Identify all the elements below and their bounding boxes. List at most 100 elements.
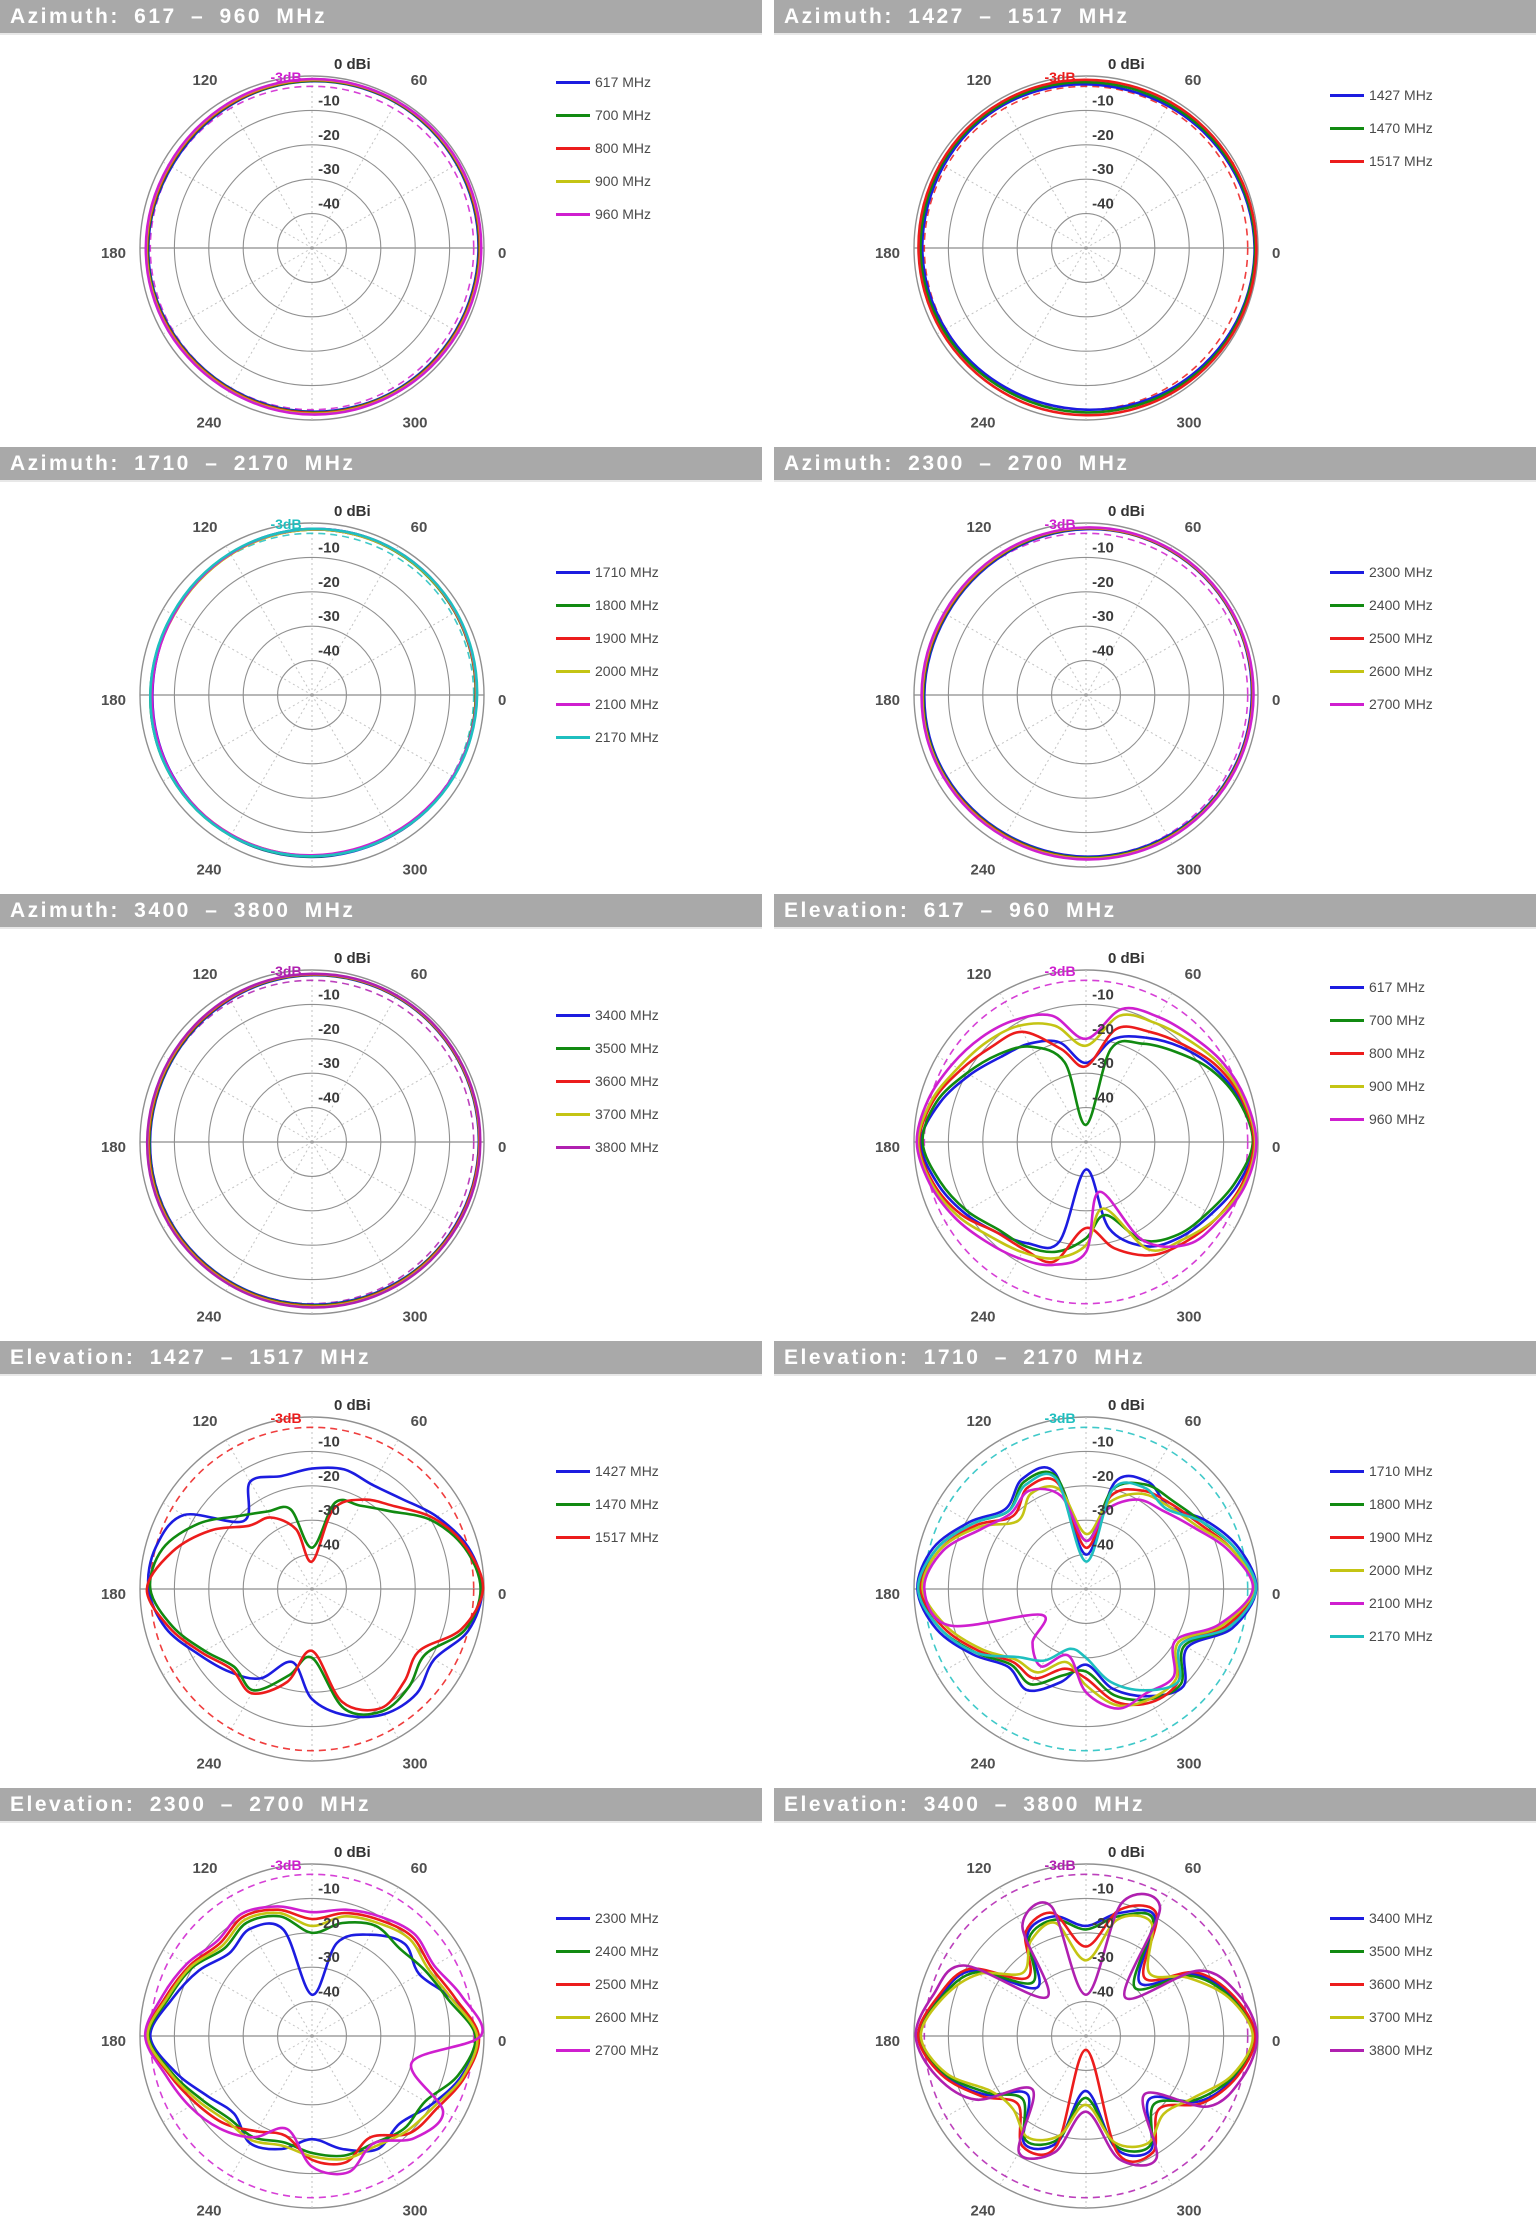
legend-label: 2700 MHz — [1369, 696, 1433, 712]
legend-entry: 2300 MHz — [556, 1908, 746, 1928]
angle-label-300: 300 — [1176, 2203, 1201, 2220]
angle-label-240: 240 — [970, 1309, 995, 1326]
angle-label-120: 120 — [192, 72, 217, 89]
legend-color-swatch — [556, 80, 590, 84]
label-ring--10: -10 — [318, 986, 340, 1003]
legend-label: 3500 MHz — [1369, 1943, 1433, 1959]
legend-entry: 900 MHz — [556, 171, 746, 191]
panel-header-bar: Elevation: 2300 – 2700 MHz — [0, 1788, 762, 1823]
label-0dbi: 0 dBi — [334, 1844, 371, 1861]
series-curve-1427-mhz — [146, 1466, 484, 1719]
series-curve-1900-mhz — [919, 1477, 1256, 1707]
panel-header-bar: Azimuth: 2300 – 2700 MHz — [774, 447, 1536, 482]
legend-label: 2400 MHz — [595, 1943, 659, 1959]
angle-label-0: 0 — [498, 692, 506, 709]
radial-spokes — [162, 76, 462, 420]
legend-color-swatch — [556, 1916, 590, 1920]
label-minus3db: -3dB — [1044, 69, 1075, 85]
angle-label-180: 180 — [101, 2033, 126, 2050]
legend-label: 2170 MHz — [595, 729, 659, 745]
label-ring--30: -30 — [318, 1949, 340, 1966]
polar-chart: 0 dBi -10 -20 -30 -40 -3dB 0 60 120 180 240 300 — [875, 503, 1280, 879]
panel-header-bar: Azimuth: 1427 – 1517 MHz — [774, 0, 1536, 35]
polar-chart: 0 dBi -10 -20 -30 -40 -3dB 0 60 120 180 240 300 — [875, 1397, 1280, 1773]
legend-entry: 3700 MHz — [1330, 2007, 1520, 2027]
db-scale-labels: 0 dBi -10 -20 -30 -40 — [318, 1844, 371, 2001]
angle-label-0: 0 — [1272, 1139, 1280, 1156]
label-ring--10: -10 — [318, 539, 340, 556]
series-curve-3500-mhz — [918, 1911, 1256, 2153]
label-minus3db: -3dB — [270, 69, 301, 85]
panel-plot-area: 0 dBi -10 -20 -30 -40 -3dB 0 60 120 180 240 300 340… — [0, 929, 762, 1341]
legend-entry: 3500 MHz — [556, 1038, 746, 1058]
legend-label: 617 MHz — [1369, 979, 1426, 995]
angle-label-0: 0 — [498, 245, 506, 262]
legend-label: 2400 MHz — [1369, 597, 1433, 613]
label-0dbi: 0 dBi — [1108, 950, 1145, 967]
legend-label: 3800 MHz — [595, 1139, 659, 1155]
angle-label-0: 0 — [498, 1139, 506, 1156]
chart-legend: 1710 MHz 1800 MHz 1900 MHz 2000 MHz 2100 MHz… — [1330, 1461, 1520, 1659]
label-ring--40: -40 — [1092, 196, 1114, 213]
angle-label-180: 180 — [875, 245, 900, 262]
pattern-panel-7: Elevation: 1710 – 2170 MHz 0 dBi -10 -20 -3… — [774, 1341, 1536, 1788]
angle-label-180: 180 — [101, 1139, 126, 1156]
chart-legend: 3400 MHz 3500 MHz 3600 MHz 3700 MHz 3800 MHz — [556, 1005, 746, 1170]
chart-legend: 617 MHz 700 MHz 800 MHz 900 MHz 960 MHz — [556, 72, 746, 237]
series-curve-2700-mhz — [143, 1905, 484, 2176]
angle-label-60: 60 — [411, 519, 428, 536]
angle-label-0: 0 — [1272, 2033, 1280, 2050]
panel-title: Elevation: 1710 – 2170 MHz — [784, 1345, 1145, 1369]
label-ring--30: -30 — [318, 161, 340, 178]
label-ring--20: -20 — [1092, 1468, 1114, 1485]
legend-entry: 3600 MHz — [556, 1071, 746, 1091]
angle-labels: 0 60 120 180 240 300 — [875, 72, 1280, 432]
angle-label-60: 60 — [411, 72, 428, 89]
legend-color-swatch — [1330, 1117, 1364, 1121]
angle-label-240: 240 — [196, 1309, 221, 1326]
angle-label-120: 120 — [192, 1860, 217, 1877]
legend-color-swatch — [1330, 2015, 1364, 2019]
pattern-panel-0: Azimuth: 617 – 960 MHz 0 dBi -10 -20 -30 -40… — [0, 0, 762, 447]
legend-entry: 900 MHz — [1330, 1076, 1520, 1096]
panel-plot-area: 0 dBi -10 -20 -30 -40 -3dB 0 60 120 180 240 300 171… — [0, 482, 762, 894]
legend-color-swatch — [1330, 1502, 1364, 1506]
angle-label-180: 180 — [101, 1586, 126, 1603]
panel-plot-area: 0 dBi -10 -20 -30 -40 -3dB 0 60 120 180 240 300 617… — [0, 35, 762, 447]
legend-color-swatch — [1330, 702, 1364, 706]
legend-entry: 3800 MHz — [556, 1137, 746, 1157]
angle-label-60: 60 — [411, 966, 428, 983]
panel-header-bar: Azimuth: 3400 – 3800 MHz — [0, 894, 762, 929]
angle-label-120: 120 — [192, 966, 217, 983]
angle-labels: 0 60 120 180 240 300 — [101, 1860, 506, 2220]
db-scale-labels: 0 dBi -10 -20 -30 -40 — [1092, 503, 1145, 660]
panel-title: Elevation: 617 – 960 MHz — [784, 898, 1117, 922]
series-curves — [144, 77, 483, 416]
legend-label: 2100 MHz — [1369, 1595, 1433, 1611]
chart-legend: 1710 MHz 1800 MHz 1900 MHz 2000 MHz 2100 MHz… — [556, 562, 746, 760]
legend-label: 960 MHz — [595, 206, 652, 222]
angle-label-120: 120 — [966, 519, 991, 536]
legend-entry: 1800 MHz — [1330, 1494, 1520, 1514]
legend-entry: 1470 MHz — [556, 1494, 746, 1514]
panel-plot-area: 0 dBi -10 -20 -30 -40 -3dB 0 60 120 180 240 300 230… — [0, 1823, 762, 2235]
legend-color-swatch — [556, 603, 590, 607]
series-curves — [145, 972, 482, 1309]
legend-color-swatch — [556, 146, 590, 150]
label-ring--40: -40 — [1092, 643, 1114, 660]
label-ring--20: -20 — [318, 1915, 340, 1932]
legend-label: 1470 MHz — [1369, 120, 1433, 136]
ref-minus3db-circle — [923, 1873, 1249, 2199]
series-curve-1710-mhz — [916, 1466, 1258, 1698]
series-curves — [145, 1466, 485, 1719]
panel-plot-area: 0 dBi -10 -20 -30 -40 -3dB 0 60 120 180 240 300 340… — [774, 1823, 1536, 2235]
pattern-panel-5: Elevation: 617 – 960 MHz 0 dBi -10 -20 -30 -… — [774, 894, 1536, 1341]
panel-plot-area: 0 dBi -10 -20 -30 -40 -3dB 0 60 120 180 240 300 617… — [774, 929, 1536, 1341]
radial-spokes — [162, 1864, 462, 2208]
label-0dbi: 0 dBi — [334, 56, 371, 73]
legend-color-swatch — [556, 1502, 590, 1506]
legend-entry: 2400 MHz — [1330, 595, 1520, 615]
series-curves — [148, 527, 479, 859]
legend-label: 700 MHz — [595, 107, 652, 123]
db-scale-labels: 0 dBi -10 -20 -30 -40 — [318, 56, 371, 213]
